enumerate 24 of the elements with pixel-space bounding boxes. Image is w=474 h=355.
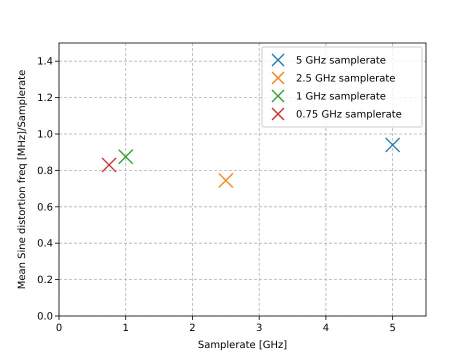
x-tick-label: 5 (389, 323, 396, 334)
y-tick-label: 1.2 (37, 93, 53, 104)
x-tick-label: 2 (189, 323, 196, 334)
x-tick-label: 3 (256, 323, 262, 334)
y-tick-label: 0.0 (37, 312, 53, 322)
point (118, 149, 134, 164)
x-axis-title: Samplerate [GHz] (198, 340, 288, 351)
point (384, 137, 400, 153)
point (218, 172, 234, 188)
y-tick-label: 0.4 (37, 238, 53, 250)
legend-label: 5 GHz samplerate (296, 56, 386, 66)
legend-label: 0.75 GHz samplerate (296, 110, 402, 120)
y-tick-label: 0.2 (37, 275, 53, 286)
y-tick-label: 0.8 (37, 166, 53, 177)
point (101, 157, 117, 173)
y-axis-title: Mean Sine distortion freq [MHz]/Samplerate (17, 70, 28, 290)
x-tick-label: 4 (322, 323, 330, 334)
x-tick-label: 1 (122, 323, 129, 334)
legend-label: 1 GHz samplerate (296, 92, 386, 102)
y-tick-label: 1.4 (37, 56, 53, 68)
x-tick-label: 0 (56, 323, 62, 334)
y-tick-label: 0.6 (37, 202, 53, 214)
y-tick-label: 1.0 (37, 130, 53, 140)
legend-label: 2.5 GHz samplerate (296, 74, 396, 84)
